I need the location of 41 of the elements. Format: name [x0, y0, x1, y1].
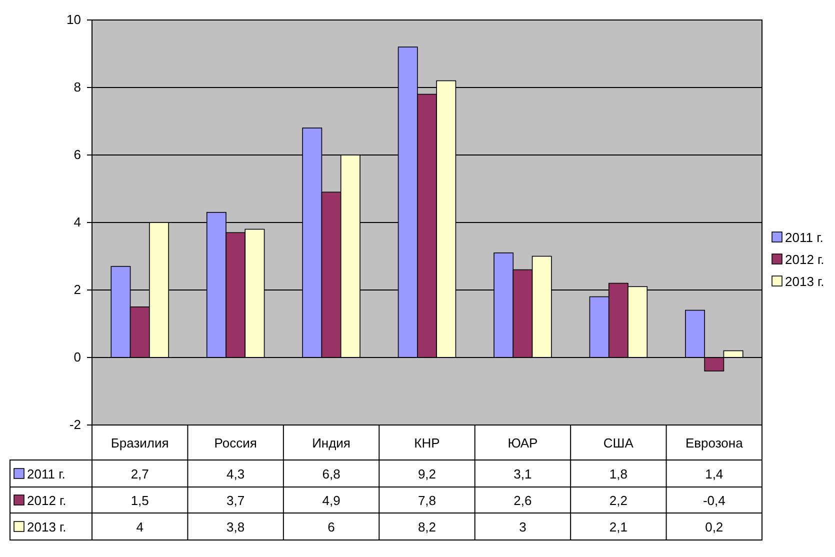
y-tick-label: 6	[74, 147, 81, 162]
data-label: 3,8	[226, 520, 245, 534]
data-label: 1,5	[130, 493, 149, 508]
data-label: 8,2	[418, 520, 436, 534]
y-tick-label: 10	[66, 12, 81, 28]
data-label: 2,1	[609, 520, 628, 534]
data-label: 4,9	[322, 493, 340, 508]
x-tick-label: Россия	[214, 436, 257, 450]
legend-label: 2011 г.	[785, 230, 824, 245]
y-tick-label: 8	[74, 80, 81, 95]
x-tick-label: Бразилия	[110, 436, 169, 450]
y-tick-label: 4	[74, 214, 81, 230]
data-label: 1,8	[609, 466, 628, 482]
data-label: 3,7	[226, 493, 245, 508]
data-label: 6,8	[322, 466, 340, 482]
text: 2012 г.	[27, 493, 66, 508]
x-tick-label: США	[603, 436, 634, 450]
data-label: 6	[328, 520, 335, 534]
x-tick-label: ЮАР	[508, 436, 538, 450]
data-label: 2,6	[514, 493, 532, 508]
legend-label: 2013 г.	[785, 274, 824, 289]
data-label: 2,2	[609, 493, 628, 508]
y-tick-label: -2	[69, 417, 81, 432]
x-tick-label: Еврозона	[685, 436, 744, 450]
y-tick-label: 2	[74, 282, 81, 298]
data-label: 4,3	[226, 466, 245, 482]
legend-label: 2012 г.	[785, 252, 824, 267]
data-label: -0,4	[702, 493, 726, 508]
data-label: 3	[519, 520, 526, 534]
data-label: 4	[136, 520, 144, 534]
data-label: 1,4	[705, 466, 724, 482]
text: 2013 г.	[27, 520, 66, 534]
x-tick-label: КНР	[414, 436, 440, 450]
y-tick-label: 0	[74, 350, 81, 365]
x-tick-label: Индия	[312, 436, 350, 450]
data-label: 7,8	[418, 493, 436, 508]
text: 2011 г.	[27, 466, 66, 482]
data-label: 9,2	[418, 466, 436, 482]
data-label: 0,2	[705, 520, 724, 534]
data-label: 3,1	[514, 466, 532, 482]
data-label: 2,7	[130, 466, 149, 482]
